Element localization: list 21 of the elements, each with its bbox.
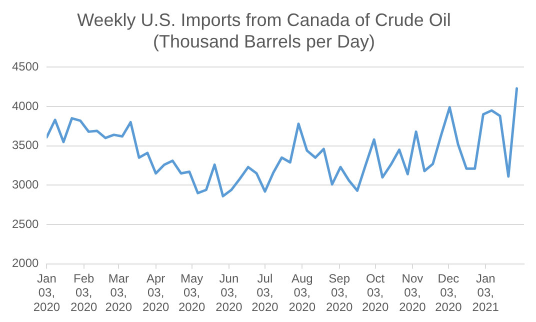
x-tick-label: Jul 03, 2020 <box>252 271 279 314</box>
y-tick-label: 2000 <box>12 256 40 270</box>
y-tick-label: 4000 <box>12 98 40 113</box>
x-tick-label: Jan 03, 2021 <box>472 271 500 314</box>
y-tick-label: 4500 <box>12 60 40 74</box>
x-tick-label: Jun 03, 2020 <box>216 271 243 314</box>
x-tick-label: May 03, 2020 <box>178 271 206 314</box>
chart-title: Weekly U.S. Imports from Canada of Crude Oil <box>77 10 451 30</box>
chart-subtitle: (Thousand Barrels per Day) <box>152 31 376 52</box>
y-tick-label: 2500 <box>12 216 40 231</box>
y-tick-label: 3000 <box>12 177 40 192</box>
x-tick-label: Oct 03, 2020 <box>362 271 389 314</box>
x-tick-label: Apr 03, 2020 <box>142 271 170 314</box>
x-tick-label: Nov 03, 2020 <box>399 271 426 314</box>
x-tick-label: Mar 03, 2020 <box>105 271 132 314</box>
x-tick-label: Dec 03, 2020 <box>435 271 462 314</box>
x-tick-label: Sep 03, 2020 <box>326 271 353 314</box>
x-tick-label: Aug 03, 2020 <box>288 271 316 314</box>
x-tick-label: Feb 03, 2020 <box>70 271 98 314</box>
x-tick-label: Jan 03, 2020 <box>33 271 60 314</box>
y-tick-label: 3500 <box>12 138 40 152</box>
